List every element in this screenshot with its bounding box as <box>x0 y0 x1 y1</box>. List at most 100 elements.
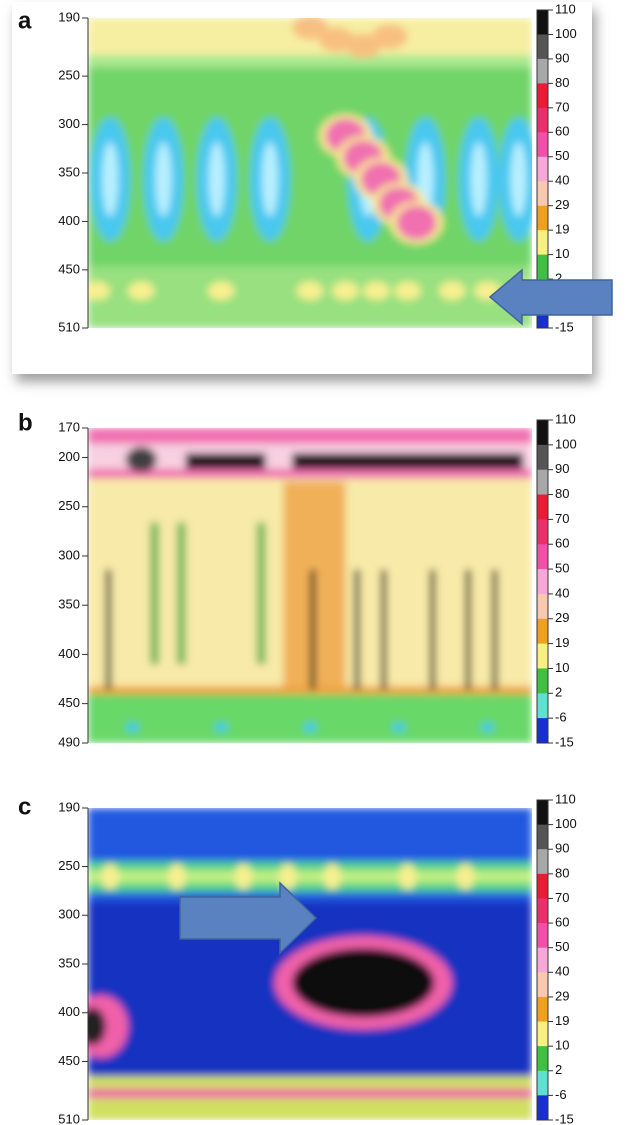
colorbar-tick-label: 70 <box>555 890 569 905</box>
colorbar-segment <box>537 544 548 570</box>
colorbar-segment <box>537 996 548 1023</box>
colorbar-segment <box>537 469 548 496</box>
y-tick-label: 450 <box>58 1053 80 1068</box>
heatmap-region <box>392 722 406 732</box>
heatmap-region <box>88 55 532 68</box>
colorbar-segment <box>537 800 548 826</box>
y-tick-label: 350 <box>58 164 80 179</box>
heatmap-region <box>310 569 316 690</box>
heatmap-region <box>296 281 324 301</box>
colorbar-tick-label: 40 <box>555 173 569 188</box>
colorbar-segment <box>537 947 548 973</box>
heatmap-region <box>372 24 408 49</box>
heatmap-region <box>127 281 155 301</box>
colorbar-tick-label: -15 <box>555 319 574 334</box>
panel-label: a <box>18 7 32 34</box>
colorbar-tick-label: 60 <box>555 915 569 930</box>
colorbar-tick-label: 10 <box>555 660 569 675</box>
colorbar-frame <box>536 799 549 1121</box>
colorbar-segment <box>537 898 548 924</box>
colorbar-segment <box>537 1021 548 1047</box>
heatmap-region <box>396 205 437 240</box>
colorbar-tick-label: 19 <box>555 635 569 650</box>
y-tick-label: 400 <box>58 1004 80 1019</box>
colorbar-tick-label: 80 <box>555 75 569 90</box>
colorbar-segment <box>537 83 548 109</box>
heatmap-region <box>208 142 225 217</box>
panel-label: c <box>18 793 31 820</box>
colorbar-tick-label: 10 <box>555 246 569 261</box>
colorbar-tick-label: 2 <box>555 1062 562 1077</box>
colorbar-tick-label: 2 <box>555 685 562 700</box>
heatmap-region <box>345 33 382 59</box>
colorbar-segment <box>537 569 548 595</box>
heatmap <box>88 18 532 328</box>
y-tick-label: 510 <box>58 1111 80 1125</box>
heatmap-region <box>88 686 532 695</box>
heatmap-region <box>101 864 120 890</box>
colorbar-segment <box>537 643 548 669</box>
colorbar-segment <box>537 132 548 158</box>
y-tick-label: 250 <box>58 68 80 83</box>
colorbar-frame <box>536 9 549 329</box>
colorbar-segment <box>537 849 548 875</box>
colorbar-tick-label: 29 <box>555 988 569 1003</box>
colorbar-tick-label: 50 <box>555 561 569 576</box>
y-tick-label: 300 <box>58 116 80 131</box>
heatmap-region <box>381 569 387 690</box>
colorbar-segment <box>537 718 548 744</box>
heatmap-region <box>278 864 297 890</box>
colorbar-tick-label: 90 <box>555 461 569 476</box>
y-tick-label: 510 <box>58 319 80 334</box>
colorbar-tick-label: 19 <box>555 1013 569 1028</box>
colorbar-tick-label: 70 <box>555 99 569 114</box>
colorbar-tick-label: 110 <box>555 411 576 426</box>
colorbar-segment <box>537 254 548 280</box>
colorbar-segment <box>537 181 548 207</box>
colorbar-tick-label: -6 <box>555 1087 567 1102</box>
colorbar-tick-label: -15 <box>555 1111 574 1125</box>
y-tick-label: 300 <box>58 907 80 922</box>
heatmap-region <box>88 692 532 743</box>
heatmap-region <box>332 281 359 301</box>
heatmap-texture <box>88 808 532 1120</box>
heatmap-region <box>167 864 186 890</box>
heatmap-region <box>102 142 119 217</box>
y-tick-label: 190 <box>58 9 80 24</box>
colorbar-segment <box>537 107 548 133</box>
heatmap-region <box>465 569 471 690</box>
colorbar-tick-label: 80 <box>555 486 569 501</box>
colorbar-segment <box>537 156 548 182</box>
y-tick-label: 250 <box>58 498 80 513</box>
colorbar-segment <box>537 420 548 446</box>
colorbar-tick-label: 2 <box>555 271 562 286</box>
colorbar-tick-label: 110 <box>555 1 576 16</box>
y-tick-label: 350 <box>58 955 80 970</box>
heatmap-texture <box>88 18 532 328</box>
colorbar-tick-label: 100 <box>555 26 577 41</box>
heatmap-region <box>125 446 157 473</box>
heatmap-region <box>176 522 186 665</box>
colorbar-tick-label: 29 <box>555 610 569 625</box>
heatmap-region <box>429 569 436 690</box>
colorbar-segment <box>537 10 548 35</box>
heatmap-region <box>214 722 228 732</box>
colorbar-segment <box>537 444 548 471</box>
heatmap-region <box>207 281 235 301</box>
heatmap-region <box>262 142 279 217</box>
heatmap-region <box>492 569 498 690</box>
heatmap-region <box>125 722 140 732</box>
colorbar-segment <box>537 972 548 998</box>
heatmap-region <box>398 864 417 890</box>
heatmap-region <box>105 569 112 690</box>
heatmap-region <box>354 569 360 690</box>
y-tick-label: 450 <box>58 695 80 710</box>
y-tick-label: 450 <box>58 261 80 276</box>
heatmap <box>88 808 532 1120</box>
heatmap-region <box>88 870 532 883</box>
colorbar-tick-label: 50 <box>555 148 569 163</box>
colorbar-segment <box>537 618 548 645</box>
heatmap-region <box>234 864 253 890</box>
heatmap-region <box>292 948 435 1018</box>
